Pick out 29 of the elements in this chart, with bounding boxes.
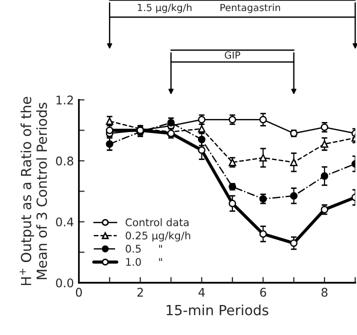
x-tick-label: 6 [260, 288, 266, 297]
y-axis-title: H$^{+}$ Output as a Ratio of the Mean of 3 Control Periods [20, 96, 48, 286]
x-tick-label: 2 [137, 288, 143, 297]
text: Pentagastrin [220, 4, 280, 14]
y-tick-label: 0.8 [56, 156, 74, 166]
point [290, 239, 298, 247]
x-tick-label: 0 [76, 288, 82, 297]
point [228, 200, 236, 208]
legend-label: 0.25 µg/kg/h [126, 231, 190, 242]
point [320, 140, 328, 148]
point [290, 158, 298, 166]
x-tick-label: 8 [322, 288, 328, 297]
point [259, 230, 267, 238]
point [106, 140, 114, 148]
point [198, 136, 206, 144]
point [290, 192, 298, 200]
y-tick-label: 0.4 [56, 217, 74, 226]
y-tick-label: 0.0 [56, 278, 74, 288]
x-axis-title: 15-min Periods [166, 304, 268, 316]
text: GIP [224, 51, 240, 59]
point [259, 116, 267, 124]
point [259, 154, 267, 162]
text: 1.5 µg/kg/h [138, 4, 192, 14]
legend-label: 0.5 " [126, 244, 162, 253]
y-tick-label: 1.2 [56, 96, 73, 104]
x-tick-label: 4 [198, 288, 205, 297]
legend-label: 1.0 " [126, 258, 162, 266]
legend-label: Control data [126, 218, 189, 226]
point [320, 172, 328, 180]
